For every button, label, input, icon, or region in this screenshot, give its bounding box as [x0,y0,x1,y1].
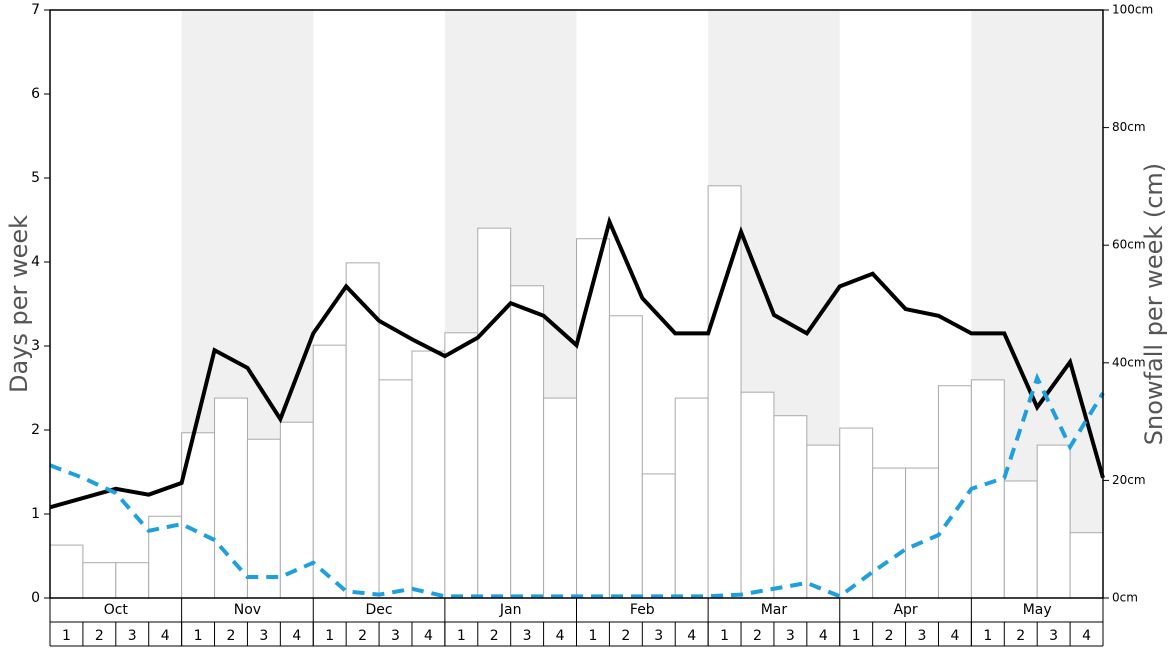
snowfall-bar [82,562,117,599]
week-label: 1 [983,628,992,644]
week-label: 4 [687,628,696,644]
month-label: Jan [499,602,522,618]
days-line [49,372,1105,599]
week-label: 4 [424,628,433,644]
week-label: 1 [62,628,71,644]
month-label: Apr [893,602,917,618]
month-label: Oct [104,602,129,618]
snowfall-bar [1003,480,1038,599]
days-line [49,215,1105,510]
y-tick-label: 7 [31,2,40,18]
week-label: 3 [1049,628,1058,644]
snowfall-bar [740,391,775,599]
snowfall-bar [345,262,380,599]
week-label: 3 [523,628,532,644]
y2-tick-label: 0cm [1112,591,1138,605]
snowfall-bar [214,397,248,599]
month-label: May [1023,602,1052,618]
snowfall-bar [576,238,610,599]
snowfall-bar [773,415,808,599]
snowfall-bar [608,315,643,599]
y-tick-label: 3 [31,338,40,354]
week-label: 2 [885,628,894,644]
week-label: 3 [128,628,137,644]
snowfall-bar [1069,532,1104,599]
week-label: 1 [325,628,334,644]
snowfall-bar [411,350,446,599]
snowfall-bar [477,227,512,599]
week-label: 3 [654,628,663,644]
snowfall-bar [806,444,841,599]
y2-tick-label: 60cm [1112,238,1146,252]
week-label: 1 [194,628,203,644]
snowfall-bar [510,285,545,599]
week-label: 4 [556,628,565,644]
snowfall-bar [905,467,939,599]
y-tick-label: 4 [31,254,40,270]
snowfall-bar [378,379,413,599]
week-label: 2 [490,628,499,644]
week-label: 4 [1082,628,1091,644]
week-label: 2 [358,628,367,644]
week-label: 1 [720,628,729,644]
week-label: 2 [753,628,762,644]
week-label: 3 [786,628,795,644]
snowfall-bar [839,427,874,599]
month-label: Mar [761,602,788,618]
snowfall-bar [312,344,347,599]
snowfall-bar [246,438,281,599]
week-label: 2 [1016,628,1025,644]
week-label: 2 [95,628,104,644]
snowfall-bar [872,467,907,599]
y-tick-label: 6 [31,86,40,102]
y-tick-label: 0 [31,590,40,606]
week-label: 2 [227,628,236,644]
week-label: 3 [259,628,268,644]
y2-tick-label: 100cm [1112,3,1153,17]
snowfall-bar [641,473,676,599]
week-label: 2 [621,628,630,644]
month-label: Feb [630,602,655,618]
week-label: 4 [819,628,828,644]
week-label: 3 [391,628,400,644]
y2-tick-label: 80cm [1112,120,1146,134]
week-label: 3 [918,628,927,644]
snowfall-bar [674,397,709,599]
y-axis-title: Days per week [5,215,33,393]
snowfall-bar [444,332,479,599]
month-label: Dec [366,602,393,618]
y-tick-label: 2 [31,422,40,438]
week-label: 4 [161,628,170,644]
snowfall-bar [543,397,577,599]
week-label: 1 [588,628,597,644]
y-tick-label: 5 [31,170,40,186]
week-label: 4 [292,628,301,644]
y2-tick-label: 20cm [1112,473,1146,487]
week-label: 1 [457,628,466,644]
snowfall-bar [115,562,150,599]
y2-axis-title: Snowfall per week (cm) [1140,163,1168,445]
month-label: Nov [234,602,261,618]
snowfall-bar [49,544,84,599]
snowfall-bar [937,385,972,599]
week-label: 4 [950,628,959,644]
y2-tick-label: 40cm [1112,355,1146,369]
snowfall-bar [1036,444,1071,599]
week-label: 1 [852,628,861,644]
y-tick-label: 1 [31,506,40,522]
